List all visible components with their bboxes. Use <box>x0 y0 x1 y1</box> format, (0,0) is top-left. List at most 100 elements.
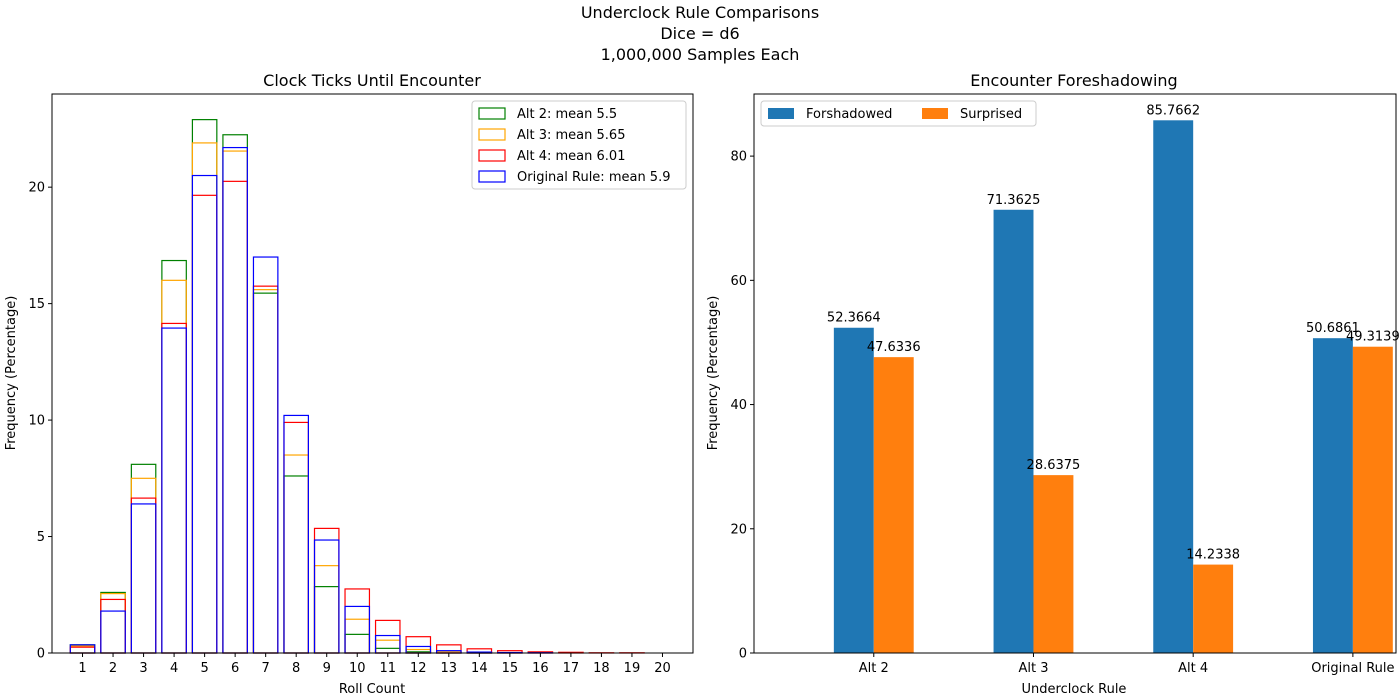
grouped-bars: 52.3664 47.6336 71.3625 28.6375 85.7662 14.23… <box>827 103 1400 653</box>
histogram-bar <box>405 636 432 654</box>
histogram-bar <box>161 279 187 654</box>
histogram-bar <box>374 634 401 654</box>
histogram-x-tick-label: 3 <box>139 661 147 676</box>
histogram-x-tick-label: 12 <box>410 661 427 676</box>
histogram-bar <box>374 639 401 654</box>
histogram-bar <box>100 610 126 654</box>
histogram-bar <box>222 146 248 654</box>
grouped-bar <box>1033 475 1074 653</box>
histogram-bar <box>283 421 310 654</box>
grouped-bar-value-label: 85.7662 <box>1146 103 1200 118</box>
histogram-bar <box>191 174 218 654</box>
grouped-bar-x-tick-label: Alt 2 <box>859 661 889 676</box>
grouped-bar-legend-swatch <box>768 108 794 119</box>
histogram-x-tick-label: 7 <box>262 661 270 676</box>
histogram-bars <box>69 119 645 654</box>
grouped-bar-ylabel: Frequency (Percentage) <box>706 296 721 451</box>
histogram-panel: Clock Ticks Until Encounter 1 2 3 4 5 6 7 8 9 10 1… <box>4 71 694 697</box>
grouped-bar-y-tick-label: 60 <box>730 274 747 289</box>
histogram-bar <box>344 588 371 654</box>
histogram-bar <box>191 119 218 654</box>
histogram-bar <box>222 180 248 654</box>
grouped-bar-legend-label: Forshadowed <box>806 107 892 122</box>
histogram-bar <box>313 586 340 654</box>
histogram-bar <box>100 591 126 654</box>
histogram-bar <box>252 292 279 654</box>
suptitle-line-3: 1,000,000 Samples Each <box>601 45 800 64</box>
grouped-bar-y-tick-label: 0 <box>739 647 747 662</box>
histogram-y-tick-label: 10 <box>28 414 45 429</box>
histogram-x-tick-label: 14 <box>471 661 488 676</box>
grouped-bar-legend: Forshadowed Surprised <box>760 100 1037 127</box>
histogram-bar <box>69 646 96 654</box>
grouped-bar <box>1352 346 1393 653</box>
grouped-bar-legend-swatch <box>922 108 948 119</box>
histogram-bar <box>283 414 310 654</box>
histogram-bar <box>130 463 157 654</box>
grouped-bar-y-tick-label: 80 <box>730 150 747 165</box>
histogram-legend-swatch <box>478 149 506 162</box>
histogram-bar <box>222 134 248 654</box>
histogram-x-tick-label: 10 <box>349 661 366 676</box>
histogram-xlabel: Roll Count <box>339 682 405 697</box>
histogram-bar <box>313 565 340 654</box>
grouped-bar-x-tick-label: Alt 4 <box>1178 661 1208 676</box>
grouped-bar-x-tick-label: Original Rule <box>1311 661 1394 676</box>
grouped-bar-y-tick-label: 20 <box>730 522 747 537</box>
histogram-bar <box>130 497 157 654</box>
grouped-bar-x-tick-label: Alt 3 <box>1018 661 1048 676</box>
histogram-x-tick-label: 17 <box>563 661 580 676</box>
histogram-x-tick-label: 6 <box>231 661 239 676</box>
histogram-ylabel: Frequency (Percentage) <box>4 296 19 451</box>
histogram-bar <box>222 150 248 654</box>
histogram-legend-label: Alt 3: mean 5.65 <box>517 128 625 143</box>
histogram-axes-frame <box>51 93 694 654</box>
grouped-bar <box>1312 338 1353 653</box>
histogram-x-tick-label: 19 <box>624 661 641 676</box>
histogram-bar <box>100 598 126 654</box>
histogram-bar <box>344 605 371 654</box>
histogram-bar <box>100 593 126 654</box>
histogram-bar <box>161 327 187 654</box>
histogram-legend-label: Alt 4: mean 6.01 <box>517 149 625 164</box>
histogram-x-tick-label: 4 <box>170 661 178 676</box>
histogram-legend-swatch <box>478 107 506 120</box>
histogram-x-tick-label: 8 <box>292 661 300 676</box>
grouped-bar <box>873 357 914 653</box>
histogram-x-tick-label: 20 <box>654 661 671 676</box>
histogram-bar <box>283 454 310 654</box>
grouped-bar-value-label: 52.3664 <box>827 311 881 326</box>
histogram-x-tick-label: 2 <box>109 661 117 676</box>
histogram-bar <box>252 256 279 654</box>
histogram-x-tick-label: 13 <box>441 661 458 676</box>
histogram-x-tick-label: 18 <box>593 661 610 676</box>
histogram-x-tick-label: 15 <box>502 661 519 676</box>
histogram-bar <box>130 503 157 654</box>
histogram-legend-box <box>471 100 687 190</box>
grouped-bar <box>1193 564 1234 653</box>
grouped-bar-xlabel: Underclock Rule <box>1022 682 1127 697</box>
grouped-bar-value-label: 14.2338 <box>1186 548 1240 563</box>
histogram-bar <box>161 259 187 654</box>
histogram-bar <box>344 618 371 654</box>
grouped-bar-legend-box <box>760 100 1037 127</box>
grouped-bar-panel: Encounter Foreshadowing 52.3664 47.6336 71… <box>706 71 1400 697</box>
histogram-y-tick-label: 20 <box>28 181 45 196</box>
grouped-bar-value-label: 71.3625 <box>987 193 1041 208</box>
grouped-bar-axes: Alt 2 Alt 3 Alt 4 Original Rule 0 20 40 60 80 <box>730 93 1397 676</box>
histogram-bar <box>161 322 187 654</box>
histogram-bar <box>191 142 218 654</box>
histogram-legend-label: Alt 2: mean 5.5 <box>517 107 617 122</box>
histogram-y-tick-label: 15 <box>28 297 45 312</box>
histogram-bar <box>313 527 340 654</box>
histogram-x-tick-label: 5 <box>200 661 208 676</box>
suptitle-line-2: Dice = d6 <box>660 24 739 43</box>
histogram-legend: Alt 2: mean 5.5 Alt 3: mean 5.65 Alt 4: me… <box>471 100 687 190</box>
grouped-bar <box>993 209 1034 653</box>
histogram-bar <box>191 194 218 654</box>
grouped-bar-value-label: 28.6375 <box>1027 458 1081 473</box>
histogram-title: Clock Ticks Until Encounter <box>263 71 481 90</box>
histogram-bar <box>283 475 310 654</box>
grouped-bar-value-label: 50.6861 <box>1306 321 1360 336</box>
histogram-bar <box>374 647 401 654</box>
